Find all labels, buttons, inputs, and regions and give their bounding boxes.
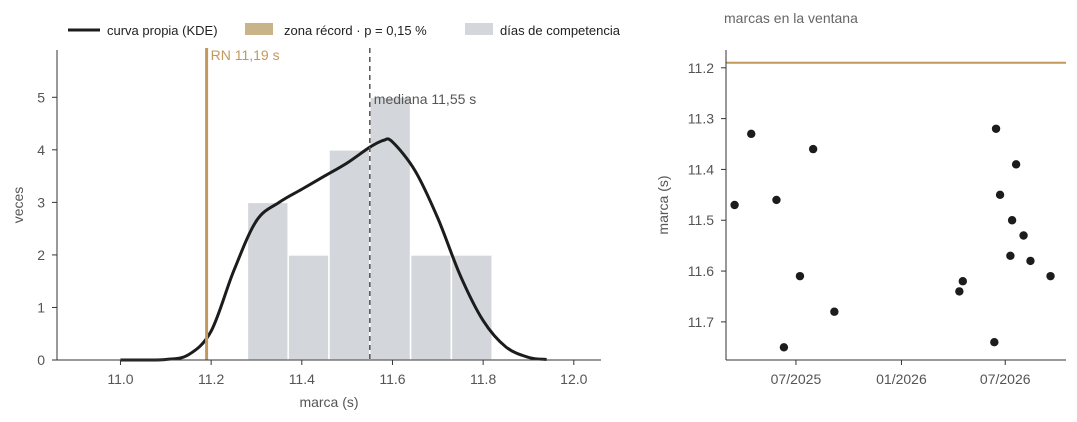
scatter-point-10 [991, 124, 1001, 133]
scatter-points [730, 124, 1055, 352]
right-y-axis-label: marca (s) [655, 175, 671, 234]
legend: curva propia (KDE) zona récord · p = 0,1… [68, 23, 621, 38]
scatter-point-5 [808, 144, 818, 154]
right-y-tick-label: 11.7 [688, 314, 714, 330]
legend-record-label: zona récord · p = 0,15 % [284, 23, 427, 38]
scatter-point-15 [1019, 231, 1028, 240]
legend-kde-label: curva propia (KDE) [107, 23, 218, 38]
left-x-ticks: 11.0 11.2 11.4 11.6 11.8 12.0 [107, 360, 588, 387]
left-x-tick-label: 11.8 [470, 371, 496, 387]
left-y-tick-label: 2 [37, 247, 45, 263]
histogram-bar-1 [287, 254, 330, 361]
right-y-tick-label: 11.3 [688, 111, 714, 127]
left-y-tick-label: 3 [37, 194, 45, 210]
scatter-point-11 [995, 190, 1005, 200]
scatter-point-16 [1026, 256, 1035, 266]
left-x-tick-label: 11.4 [289, 371, 315, 387]
scatter-point-12 [1006, 251, 1015, 261]
right-x-tick-label: 07/2025 [771, 371, 822, 387]
right-x-tick-label: 01/2026 [876, 371, 927, 387]
left-y-axis-label: veces [10, 187, 26, 224]
scatter-point-13 [1007, 216, 1017, 225]
left-x-tick-label: 11.2 [198, 371, 224, 387]
record-label: RN 11,19 s [211, 47, 280, 63]
histogram-bar-3 [369, 96, 412, 361]
right-chart-title: marcas en la ventana [724, 10, 858, 26]
scatter-point-4 [795, 271, 805, 281]
scatter-point-8 [958, 277, 967, 286]
legend-hist-label: días de competencia [500, 23, 621, 38]
scatter-point-0 [730, 200, 739, 210]
legend-hist-swatch [465, 23, 493, 35]
scatter-point-17 [1046, 271, 1055, 281]
median-label: mediana 11,55 s [374, 91, 476, 107]
left-y-ticks: 0 1 2 3 4 5 [37, 89, 57, 368]
scatter-chart: marcas en la ventana 07/2025 01/2026 07/20… [655, 10, 1066, 387]
right-y-tick-label: 11.4 [688, 161, 714, 177]
histogram-chart: RN 11,19 s mediana 11,55 s 11.0 11.2 11.4 1… [10, 47, 601, 410]
legend-record-swatch [245, 23, 273, 35]
left-x-tick-label: 11.0 [107, 371, 133, 387]
scatter-point-6 [830, 307, 839, 316]
scatter-point-3 [779, 343, 789, 352]
left-y-tick-label: 0 [37, 352, 45, 368]
right-y-tick-label: 11.2 [688, 60, 714, 76]
scatter-point-9 [990, 338, 999, 347]
right-x-tick-label: 07/2026 [980, 371, 1031, 387]
left-y-tick-label: 5 [37, 89, 45, 105]
scatter-point-2 [772, 195, 781, 205]
scatter-point-7 [955, 287, 964, 296]
right-y-tick-label: 11.5 [688, 212, 714, 228]
scatter-point-14 [1011, 160, 1021, 169]
kde-curve [120, 137, 547, 362]
left-x-axis-label: marca (s) [299, 394, 358, 410]
left-x-tick-label: 11.6 [379, 371, 405, 387]
left-y-tick-label: 1 [37, 299, 45, 315]
histogram-bar-2 [328, 149, 371, 361]
scatter-point-1 [747, 129, 756, 139]
right-x-ticks: 07/2025 01/2026 07/2026 [771, 360, 1031, 387]
left-x-tick-label: 12.0 [560, 371, 587, 387]
histogram-bar-4 [409, 254, 453, 361]
right-y-ticks: 11.2 11.3 11.4 11.5 11.6 11.7 [688, 60, 726, 330]
right-y-tick-label: 11.6 [688, 263, 714, 279]
left-y-tick-label: 4 [37, 142, 45, 158]
